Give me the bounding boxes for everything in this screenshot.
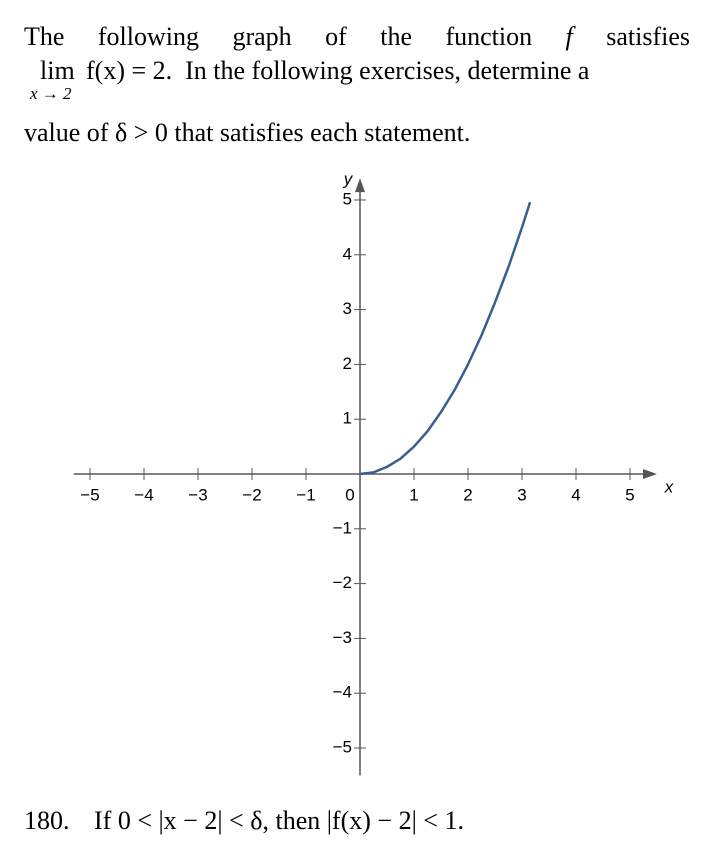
intro-text: f(x) = 2. In the following exercises, de… (86, 56, 590, 85)
x-tick-label: −2 (242, 485, 261, 504)
lim: lim (40, 56, 75, 85)
y-tick-label: 4 (343, 244, 352, 263)
word: function (445, 22, 533, 51)
intro-line: The following graph of the function f satisfies (24, 22, 690, 52)
word: satisfies (606, 22, 690, 51)
x-tick-label: −1 (296, 485, 315, 504)
word: The (24, 22, 65, 51)
x-tick-label: 5 (625, 485, 634, 504)
word: the (380, 22, 412, 51)
y-tick-label: −4 (333, 683, 352, 702)
lim-subscript: x → 2 (30, 84, 72, 103)
x-tick-label: 1 (409, 485, 418, 504)
x-tick-label: −3 (188, 485, 207, 504)
y-arrow (355, 178, 365, 193)
x-axis-label: x (664, 477, 674, 496)
x-arrow (643, 469, 657, 479)
y-tick-label: 2 (343, 354, 352, 373)
question-number: 180. (24, 806, 70, 835)
y-tick-label: −2 (333, 573, 352, 592)
y-tick-label: −1 (333, 518, 352, 537)
word: f (565, 22, 573, 51)
y-axis-label: y (343, 170, 354, 189)
question-text: If 0 < |x − 2| < δ, then |f(x) − 2| < 1. (94, 806, 464, 835)
intro-text: value of δ > 0 that satisfies each state… (24, 118, 471, 147)
y-tick-label: 3 (343, 299, 352, 318)
curve (359, 201, 532, 476)
y-tick-label: −5 (333, 737, 352, 756)
x-tick-label: −5 (80, 485, 99, 504)
y-tick-label: −3 (333, 628, 352, 647)
x-tick-label: 2 (463, 485, 472, 504)
y-tick-label: 1 (343, 409, 352, 428)
x-tick-label: 4 (571, 485, 580, 504)
word: graph (232, 22, 292, 51)
graph: x y −5 −4 −3 −2 −1 0 1 2 3 4 5 −5 −4 −3 −2 −1 1 2 3 4 5 (73, 170, 674, 776)
word: of (325, 22, 347, 51)
x-tick-label: 3 (517, 485, 526, 504)
y-tick-label: 5 (343, 189, 352, 208)
x-tick-label: 0 (345, 485, 354, 504)
x-tick-label: −4 (134, 485, 153, 504)
word: following (97, 22, 199, 51)
